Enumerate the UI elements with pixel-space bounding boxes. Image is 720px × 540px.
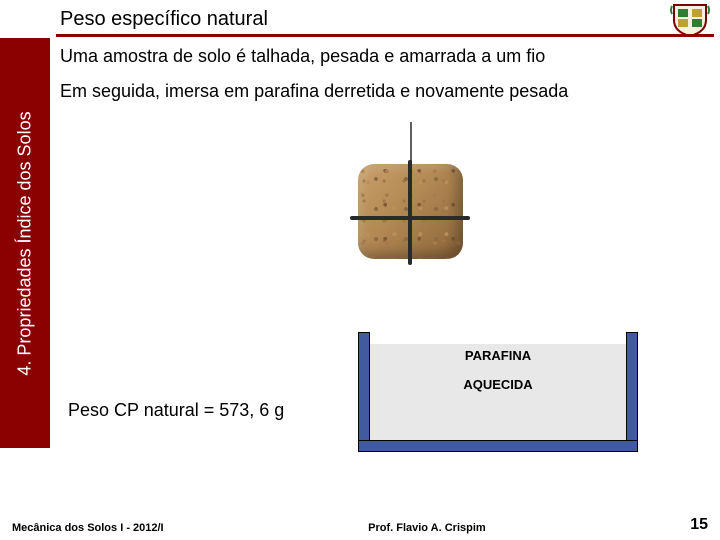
paraffin-container: PARAFINA AQUECIDA [358,332,638,452]
header-divider [56,34,714,37]
body-line-2: Em seguida, imersa em parafina derretida… [60,81,710,102]
body-line-1: Uma amostra de solo é talhada, pesada e … [60,46,710,67]
slide-title: Peso específico natural [60,8,710,31]
container-wall-bottom [358,440,638,452]
container-labels: PARAFINA AQUECIDA [370,348,626,392]
container-wall-right [626,332,638,452]
tie-vertical [408,160,412,265]
soil-illustration: PARAFINA AQUECIDA [310,122,690,462]
section-sidebar: 4. Propriedades Índice dos Solos [0,38,50,448]
footer-author: Prof. Flavio A. Crispim [368,522,486,534]
container-wall-left [358,332,370,452]
slide-number: 15 [690,516,708,534]
institution-logo [668,2,712,38]
hanging-wire [410,122,412,164]
slide-footer: Mecânica dos Solos I - 2012/I Prof. Flav… [12,516,708,534]
label-parafina: PARAFINA [370,348,626,363]
label-aquecida: AQUECIDA [370,377,626,392]
footer-course: Mecânica dos Solos I - 2012/I [12,522,164,534]
section-label: 4. Propriedades Índice dos Solos [15,111,36,375]
tie-horizontal [350,216,470,220]
weight-result: Peso CP natural = 573, 6 g [68,400,284,421]
content-area: Uma amostra de solo é talhada, pesada e … [60,46,710,122]
